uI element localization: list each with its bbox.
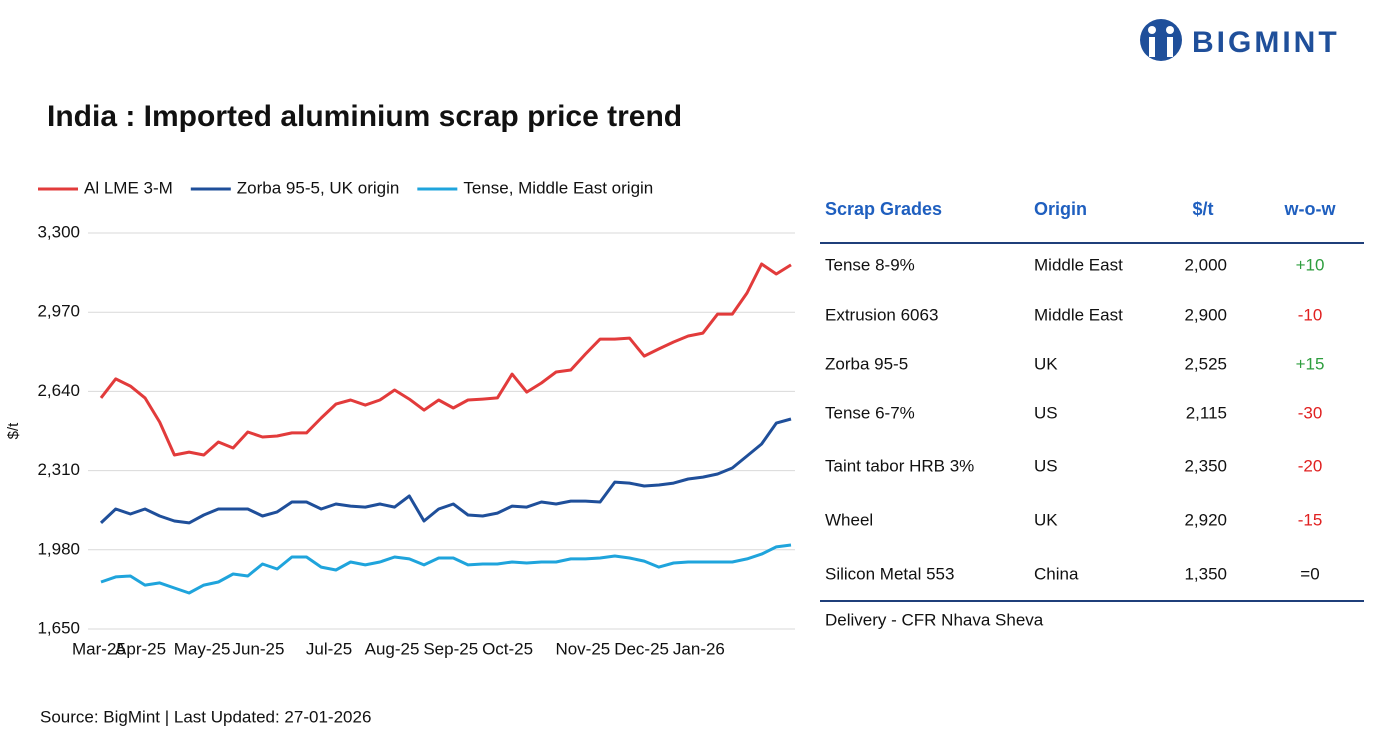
- table-cell: 1,350: [1184, 564, 1227, 583]
- table-cell: 2,920: [1184, 510, 1227, 529]
- table-cell: Middle East: [1034, 255, 1123, 274]
- table-cell: US: [1034, 456, 1058, 475]
- x-tick-label: Oct-25: [482, 639, 533, 658]
- table-header: Origin: [1034, 199, 1087, 219]
- table-cell: +15: [1296, 354, 1325, 373]
- table: Delivery - CFR Nhava Sheva: [820, 242, 1364, 629]
- table-cell: Silicon Metal 553: [825, 564, 954, 583]
- series-line: [99, 262, 792, 457]
- y-tick-label: 2,640: [37, 381, 80, 400]
- y-tick-label: 2,970: [37, 302, 80, 321]
- y-tick-label: 3,300: [37, 222, 80, 241]
- table-cell: 2,350: [1184, 456, 1227, 475]
- table-header: w-o-w: [1284, 199, 1337, 219]
- table-cell: Taint tabor HRB 3%: [825, 456, 974, 475]
- legend-label: Al LME 3-M: [84, 178, 173, 197]
- series-line: [100, 543, 792, 595]
- table-cell: 2,525: [1184, 354, 1227, 373]
- table-cell: Middle East: [1034, 305, 1123, 324]
- chart-title: India : Imported aluminium scrap price t…: [47, 100, 682, 133]
- x-tick-label: Aug-25: [365, 639, 420, 658]
- table-cell: UK: [1034, 510, 1058, 529]
- logo-icon: [1167, 37, 1173, 57]
- x-tick-label: Jun-25: [232, 639, 284, 658]
- logo-icon: [1166, 26, 1174, 34]
- table-cell: Extrusion 6063: [825, 305, 938, 324]
- table-cell: Zorba 95-5: [825, 354, 908, 373]
- table-cell: 2,900: [1184, 305, 1227, 324]
- legend-label: Zorba 95-5, UK origin: [237, 178, 400, 197]
- table-cell: 2,000: [1184, 255, 1227, 274]
- table-cell: -20: [1298, 456, 1323, 475]
- brand: BIGMINT: [1192, 26, 1340, 59]
- y-tick-label: 1,980: [37, 539, 80, 558]
- y-axis-label: $/t: [5, 422, 22, 440]
- table-header: $/t: [1192, 199, 1213, 219]
- table-cell: 2,115: [1186, 403, 1227, 422]
- table-cell: US: [1034, 403, 1058, 422]
- source: Source: BigMint | Last Updated: 27-01-20…: [40, 707, 371, 726]
- table-cell: Tense 6-7%: [825, 403, 915, 422]
- y-tick-label: 1,650: [37, 618, 80, 637]
- x-tick-label: Sep-25: [423, 639, 478, 658]
- table-cell: China: [1034, 564, 1079, 583]
- y-tick-label: 2,310: [37, 460, 80, 479]
- table-cell: -30: [1298, 403, 1323, 422]
- x-tick-label: Dec-25: [614, 639, 669, 658]
- logo: BIGMINT: [1140, 19, 1340, 61]
- x-tick-label: Nov-25: [555, 639, 610, 658]
- x-tick-label: Jul-25: [306, 639, 352, 658]
- table-cell: -10: [1298, 305, 1323, 324]
- table-cell: UK: [1034, 354, 1058, 373]
- legend-label: Tense, Middle East origin: [463, 178, 653, 197]
- x-tick-label: May-25: [174, 639, 231, 658]
- table-cell: =0: [1300, 564, 1319, 583]
- table-cell: -15: [1298, 510, 1323, 529]
- table-header: Scrap Grades: [825, 199, 942, 219]
- x-tick-label: Apr-25: [115, 639, 166, 658]
- logo-icon: [1148, 26, 1156, 34]
- logo-icon: [1149, 37, 1155, 57]
- logo-icon: [1140, 19, 1182, 61]
- series-line: [99, 417, 792, 525]
- table-cell: +10: [1296, 255, 1325, 274]
- table-cell: Wheel: [825, 510, 873, 529]
- table-cell: Tense 8-9%: [825, 255, 915, 274]
- table-note: Delivery - CFR Nhava Sheva: [825, 610, 1044, 629]
- x-tick-label: Mar-25: [72, 639, 126, 658]
- x-tick-label: Jan-26: [673, 639, 725, 658]
